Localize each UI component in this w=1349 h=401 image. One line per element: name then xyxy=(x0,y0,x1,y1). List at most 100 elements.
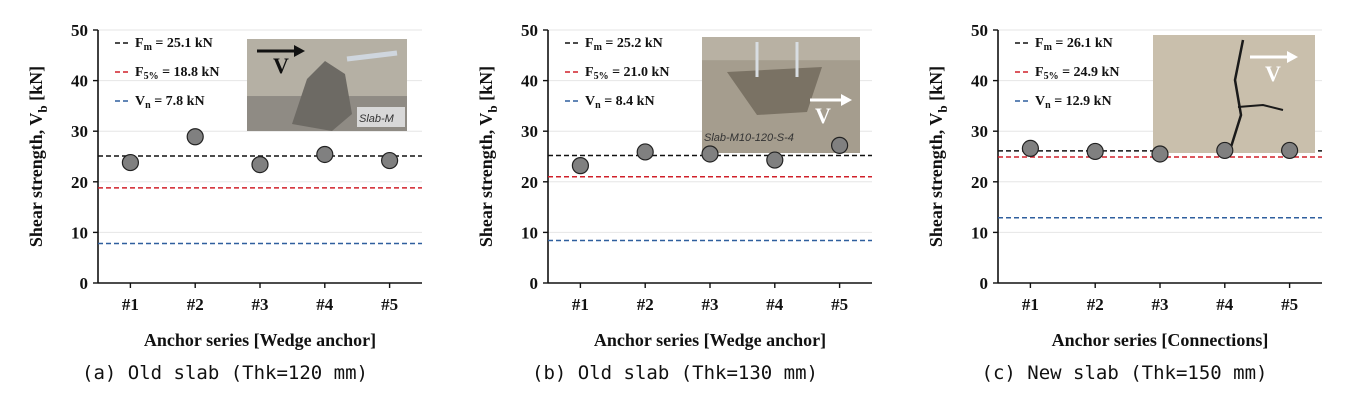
data-point-b-2 xyxy=(636,143,654,161)
legend-entry-mean-c: Fm = 26.1 kN xyxy=(1035,36,1113,53)
x-tick-label-b-3: #4 xyxy=(766,295,784,314)
data-point-b-3 xyxy=(701,145,719,163)
x-tick-label-c-1: #2 xyxy=(1087,295,1104,314)
photo-plate-text-a: Slab-M xyxy=(359,113,395,125)
y-axis-label-b: Shear strength, Vb [kN] xyxy=(476,66,500,247)
legend-symbol-vn-b: V xyxy=(585,94,595,109)
x-tick-label-c-2: #3 xyxy=(1152,295,1169,314)
x-tick-label-b-1: #2 xyxy=(637,295,654,314)
legend-sub-vn-b: n xyxy=(595,100,601,111)
data-point-c-5 xyxy=(1281,141,1299,160)
data-point-a-5 xyxy=(381,151,399,170)
chart-caption-b: (b) Old slab (Thk=130 mm) xyxy=(532,362,818,384)
legend-value-vn-a: = 7.8 kN xyxy=(151,94,205,109)
force-arrow-head-b xyxy=(841,94,852,106)
legend-symbol-f5-a: F xyxy=(135,65,144,80)
specimen-photo-c: V xyxy=(1153,35,1315,153)
chart-panel-b: 0 10 20 30 40 50 #1 #2 #3 #4 #5 Anchor series [Wedg… xyxy=(450,0,900,401)
legend-symbol-vn-a: V xyxy=(135,94,145,109)
y-axis-label-sub-b: b xyxy=(485,105,500,112)
legend-sub-f5-c: 5% xyxy=(1044,71,1059,82)
legend-entry-vn-a: Vn = 7.8 kN xyxy=(135,94,205,111)
legend-sub-f5-a: 5% xyxy=(144,71,159,82)
photo-breakout-b xyxy=(727,67,822,115)
y-tick-label-b-2: 20 xyxy=(521,173,538,192)
y-axis-label-sub-c: b xyxy=(935,105,950,112)
photo-crack-c-2 xyxy=(1237,103,1284,111)
chart-panel-a: 0 10 20 30 40 50 #1 #2 #3 #4 #5 Anchor series [Wedg… xyxy=(0,0,450,401)
specimen-photo-b: Slab-M10-120-S-4 V xyxy=(702,37,860,154)
photo-anchor-bolt-a xyxy=(346,50,398,62)
photo-breakout-a xyxy=(292,61,352,131)
x-tick-label-c-3: #4 xyxy=(1216,295,1234,314)
legend-entry-f5-a: F5% = 18.8 kN xyxy=(135,65,219,82)
legend-value-mean-c: = 26.1 kN xyxy=(1052,36,1113,51)
legend-entry-f5-b: F5% = 21.0 kN xyxy=(585,65,669,82)
data-point-c-2 xyxy=(1086,142,1104,161)
y-axis-label-main-c: Shear strength, V xyxy=(926,113,946,248)
x-tick-label-a-4: #5 xyxy=(381,295,398,314)
y-axis-label-unit-a: [kN] xyxy=(26,66,46,106)
legend-value-f5-c: = 24.9 kN xyxy=(1059,65,1120,80)
data-point-c-3 xyxy=(1151,145,1169,163)
chart-svg-c: 0 10 20 30 40 50 #1 #2 #3 #4 #5 Anchor series [Conn… xyxy=(926,21,1322,350)
photo-crack-c-1 xyxy=(1229,39,1245,148)
y-tick-label-c-3: 30 xyxy=(971,122,988,141)
force-arrow-head-a xyxy=(294,45,305,57)
y-axis-label-main-b: Shear strength, V xyxy=(476,113,496,248)
legend-value-vn-b: = 8.4 kN xyxy=(601,94,655,109)
y-tick-label-b-5: 50 xyxy=(521,21,538,40)
data-point-a-4 xyxy=(316,145,334,164)
legend-entry-f5-c: F5% = 24.9 kN xyxy=(1035,65,1119,82)
y-tick-label-a-4: 40 xyxy=(71,72,88,91)
legend-symbol-mean-c: F xyxy=(1035,36,1044,51)
legend-symbol-f5-b: F xyxy=(585,65,594,80)
data-point-b-1 xyxy=(571,157,589,175)
legend-sub-f5-b: 5% xyxy=(594,71,609,82)
y-axis-label-a: Shear strength, Vb [kN] xyxy=(26,66,50,247)
legend-entry-vn-c: Vn = 12.9 kN xyxy=(1035,94,1112,111)
legend-value-vn-c: = 12.9 kN xyxy=(1051,94,1112,109)
legend-entry-mean-a: Fm = 25.1 kN xyxy=(135,36,213,53)
legend-symbol-vn-c: V xyxy=(1035,94,1045,109)
y-axis-label-main-a: Shear strength, V xyxy=(26,113,46,248)
x-tick-label-a-0: #1 xyxy=(122,295,139,314)
legend-value-mean-b: = 25.2 kN xyxy=(602,36,663,51)
data-point-c-4 xyxy=(1216,141,1234,160)
chart-svg-b: 0 10 20 30 40 50 #1 #2 #3 #4 #5 Anchor series [Wedg… xyxy=(476,21,872,350)
force-arrow-head-c xyxy=(1287,51,1298,63)
y-axis-label-sub-a: b xyxy=(35,105,50,112)
x-axis-label-a: Anchor series [Wedge anchor] xyxy=(144,330,376,350)
legend-sub-mean-a: m xyxy=(144,42,153,53)
x-tick-label-b-0: #1 xyxy=(572,295,589,314)
data-point-b-5 xyxy=(831,136,849,154)
y-axis-label-c: Shear strength, Vb [kN] xyxy=(926,66,950,247)
legend-sub-mean-b: m xyxy=(594,42,603,53)
legend-symbol-mean-a: F xyxy=(135,36,144,51)
x-axis-label-c: Anchor series [Connections] xyxy=(1052,330,1269,350)
data-point-a-1 xyxy=(121,153,139,172)
x-tick-label-b-2: #3 xyxy=(702,295,719,314)
legend-value-f5-a: = 18.8 kN xyxy=(159,65,220,80)
legend-value-f5-b: = 21.0 kN xyxy=(609,65,670,80)
legend-symbol-f5-c: F xyxy=(1035,65,1044,80)
y-tick-label-b-0: 0 xyxy=(530,274,539,293)
legend-entry-vn-b: Vn = 8.4 kN xyxy=(585,94,655,111)
force-arrow-label-b: V xyxy=(815,103,831,128)
legend-symbol-mean-b: F xyxy=(585,36,594,51)
chart-panel-c: 0 10 20 30 40 50 #1 #2 #3 #4 #5 Anchor series [Conn… xyxy=(900,0,1349,401)
x-tick-label-c-0: #1 xyxy=(1022,295,1039,314)
y-tick-label-a-2: 20 xyxy=(71,173,88,192)
chart-caption-a: (a) Old slab (Thk=120 mm) xyxy=(82,362,368,384)
data-point-a-3 xyxy=(251,155,269,174)
x-tick-label-a-1: #2 xyxy=(187,295,204,314)
chart-caption-c: (c) New slab (Thk=150 mm) xyxy=(981,362,1268,384)
y-tick-label-c-0: 0 xyxy=(980,274,989,293)
force-arrow-label-a: V xyxy=(273,53,289,78)
data-point-c-1 xyxy=(1021,139,1039,158)
y-tick-label-a-3: 30 xyxy=(71,122,88,141)
y-tick-label-b-1: 10 xyxy=(521,223,538,242)
y-tick-label-c-4: 40 xyxy=(971,72,988,91)
x-tick-label-a-2: #3 xyxy=(252,295,269,314)
x-tick-label-c-4: #5 xyxy=(1281,295,1298,314)
